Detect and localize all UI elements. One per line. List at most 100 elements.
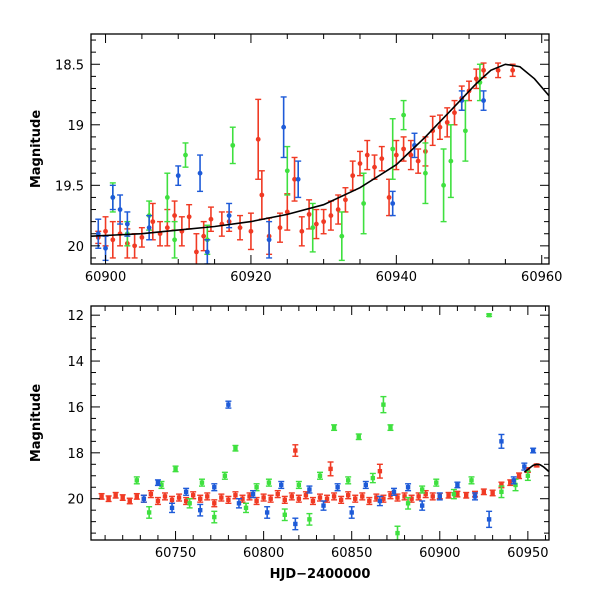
data-point-red <box>169 497 175 503</box>
data-point-red <box>106 496 111 501</box>
data-point-red <box>240 496 245 501</box>
data-point-red <box>388 493 393 498</box>
data-point-red <box>490 490 495 496</box>
bottom-panel-frame <box>90 305 550 541</box>
data-point-green <box>164 195 170 200</box>
data-point-red <box>148 491 154 497</box>
data-point-blue <box>279 482 284 488</box>
data-point-green <box>381 402 386 407</box>
data-point-green <box>395 530 400 536</box>
data-point-red <box>444 119 450 125</box>
data-point-red <box>162 494 168 499</box>
data-point-red <box>367 498 372 504</box>
data-point-blue <box>511 478 516 483</box>
y-tick-label: 19 <box>67 119 84 134</box>
data-point-red <box>416 494 421 499</box>
x-tick-label: 60900 <box>419 546 460 561</box>
data-point-blue <box>293 521 298 527</box>
data-point-red <box>430 494 435 499</box>
data-point-green <box>451 491 457 497</box>
data-point-green <box>284 168 290 174</box>
data-point-red <box>317 495 323 500</box>
data-point-red <box>186 214 192 220</box>
data-point-green <box>230 142 236 148</box>
data-point-red <box>481 67 486 73</box>
data-point-blue <box>307 487 312 492</box>
y-tick-label: 19.5 <box>55 179 84 194</box>
data-point-red <box>172 213 178 218</box>
data-point-red <box>190 493 196 498</box>
data-point-blue <box>405 485 411 490</box>
top-y-axis-title: Magnitude <box>29 110 44 189</box>
data-point-red <box>282 497 287 503</box>
data-point-red <box>386 195 392 200</box>
data-point-red <box>372 164 377 170</box>
data-point-red <box>408 152 414 158</box>
data-point-red <box>284 209 290 215</box>
data-point-blue <box>250 491 256 497</box>
data-point-red <box>364 152 370 158</box>
data-point-green <box>525 473 531 478</box>
data-point-red <box>381 496 386 501</box>
bottom-y-axis-title: Magnitude <box>29 384 44 463</box>
data-point-blue <box>226 402 231 407</box>
model-curve <box>523 463 549 473</box>
data-point-green <box>307 517 312 522</box>
data-point-blue <box>522 464 527 469</box>
data-point-green <box>266 480 272 485</box>
data-point-blue <box>117 207 123 212</box>
data-point-blue <box>103 245 108 251</box>
data-point-red <box>110 237 116 243</box>
data-point-green <box>462 128 468 134</box>
data-point-red <box>331 494 337 499</box>
y-tick-label: 20 <box>67 493 84 508</box>
data-point-red <box>127 498 132 504</box>
data-point-blue <box>321 503 326 508</box>
data-point-red <box>374 495 379 500</box>
data-point-green <box>356 434 361 439</box>
data-point-green <box>405 501 411 506</box>
data-point-red <box>296 496 302 501</box>
data-point-red <box>321 219 327 225</box>
data-point-red <box>313 221 319 227</box>
data-point-red <box>343 197 348 203</box>
data-point-red <box>289 494 295 499</box>
data-point-red <box>510 67 516 73</box>
data-point-green <box>361 201 367 206</box>
top-panel: 60900 60920 60940 60960 18.5 19 19.5 20 Magnitu… <box>29 33 562 285</box>
data-point-green <box>513 482 518 488</box>
data-point-blue <box>349 510 354 515</box>
x-tick-label: 60950 <box>507 546 548 561</box>
data-point-red <box>237 225 243 231</box>
series-green <box>133 312 531 540</box>
data-point-red <box>261 495 266 500</box>
bottom-x-axis-title: HJD−2400000 <box>270 567 371 582</box>
data-point-red <box>423 491 428 497</box>
data-point-blue <box>419 503 425 508</box>
data-point-red <box>455 491 460 497</box>
x-tick-label: 60800 <box>243 546 284 561</box>
data-point-red <box>473 76 479 82</box>
data-point-red <box>277 225 283 231</box>
data-point-red <box>446 493 451 498</box>
data-point-green <box>339 233 345 239</box>
data-point-green <box>146 510 152 515</box>
data-point-red <box>198 496 203 501</box>
data-point-red <box>176 495 182 500</box>
data-point-green <box>390 146 396 152</box>
data-point-red <box>275 491 280 497</box>
data-point-red <box>247 494 252 499</box>
data-point-red <box>377 468 383 474</box>
data-point-green <box>441 182 446 188</box>
data-point-red <box>303 493 309 498</box>
data-point-blue <box>124 221 130 227</box>
data-point-red <box>495 67 501 73</box>
data-point-blue <box>390 201 396 206</box>
data-point-blue <box>363 482 368 488</box>
y-tick-label: 14 <box>67 355 84 370</box>
data-point-red <box>248 228 254 234</box>
data-point-red <box>328 466 333 472</box>
data-point-red <box>139 234 145 240</box>
data-point-green <box>243 505 249 511</box>
